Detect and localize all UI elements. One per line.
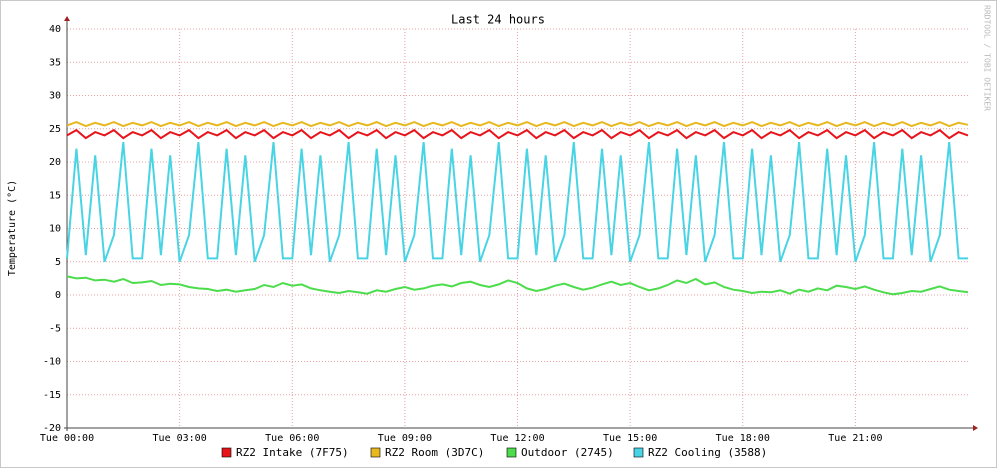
y-axis-label: Temperature (°C) (7, 180, 18, 276)
y-tick-label: 0 (55, 290, 61, 301)
axis-arrow (973, 425, 978, 431)
x-tick-label: Tue 12:00 (490, 433, 544, 444)
y-tick-label: 40 (49, 24, 61, 35)
y-tick-label: -20 (43, 423, 61, 434)
x-tick-label: Tue 21:00 (828, 433, 882, 444)
y-tick-label: -15 (43, 390, 61, 401)
legend-swatch (506, 447, 517, 458)
legend-swatch (221, 447, 232, 458)
series-line (66, 128, 969, 140)
y-tick-label: 30 (49, 91, 61, 102)
y-tick-label: -10 (43, 357, 61, 368)
x-tick-label: Tue 18:00 (716, 433, 770, 444)
y-tick-label: 10 (49, 224, 61, 235)
legend-swatch (633, 447, 644, 458)
x-tick-label: Tue 06:00 (265, 433, 319, 444)
y-tick-label: 20 (49, 157, 61, 168)
legend-label: RZ2 Room (3D7C) (385, 446, 484, 459)
series-line (66, 275, 969, 296)
x-tick-label: Tue 03:00 (153, 433, 207, 444)
chart-title: Last 24 hours (451, 13, 545, 27)
y-tick-label: 15 (49, 190, 61, 201)
x-tick-label: Tue 09:00 (378, 433, 432, 444)
legend-label: RZ2 Cooling (3588) (648, 446, 767, 459)
series-line (66, 141, 968, 263)
legend-label: Outdoor (2745) (521, 446, 614, 459)
x-tick-label: Tue 15:00 (603, 433, 657, 444)
y-tick-label: 5 (55, 257, 61, 268)
y-tick-label: 35 (49, 57, 61, 68)
y-tick-label: -5 (49, 323, 61, 334)
y-tick-label: 25 (49, 124, 61, 135)
series-line (66, 121, 969, 128)
legend-label: RZ2 Intake (7F75) (236, 446, 349, 459)
legend-swatch (370, 447, 381, 458)
x-tick-label: Tue 00:00 (40, 433, 94, 444)
watermark: RRDTOOL / TOBI OETIKER (983, 5, 992, 111)
axis-arrow (64, 16, 70, 21)
